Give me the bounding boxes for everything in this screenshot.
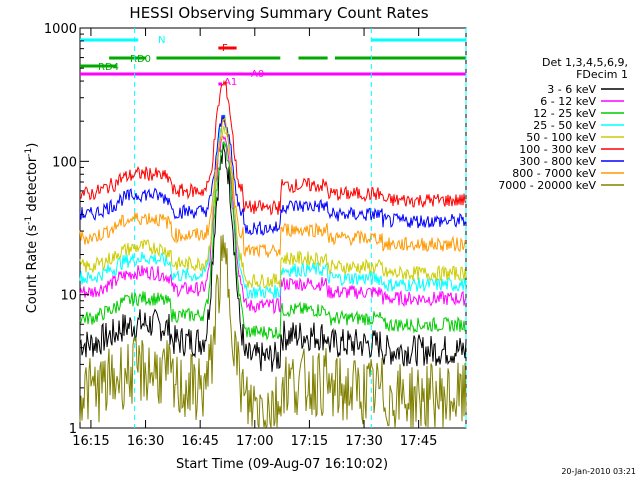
series-lines	[79, 79, 467, 429]
x-tick-label: 16:15	[72, 434, 109, 449]
series-line	[79, 142, 467, 372]
x-tick-label: 16:30	[127, 434, 164, 449]
x-tick-label: 17:45	[400, 434, 437, 449]
x-tick-label: 16:45	[181, 434, 218, 449]
y-tick-label: 1000	[44, 22, 77, 37]
flag-label: RD0	[130, 54, 151, 65]
legend-title-1: Det 1,3,4,5,6,9,	[542, 56, 628, 69]
legend-label: 800 - 7000 keV	[512, 167, 596, 180]
legend-label: 7000 - 20000 keV	[498, 179, 596, 192]
series-line	[79, 234, 467, 429]
y-label-sup-1: -1	[24, 216, 34, 225]
y-tick-label: 100	[52, 155, 77, 170]
legend-label: 3 - 6 keV	[547, 83, 596, 96]
flag-label: F	[222, 43, 228, 54]
legend-title-2: FDecim 1	[576, 68, 628, 81]
legend-label: 50 - 100 keV	[526, 131, 596, 144]
flag-label: N	[158, 35, 165, 46]
x-axis-ticks: 16:15 16:30 16:45 17:00 17:15 17:30 17:45	[72, 28, 437, 449]
y-label-part-3: )	[25, 143, 40, 148]
y-tick-label: 10	[60, 289, 77, 304]
chart-title: HESSI Observing Summary Count Rates	[129, 4, 428, 22]
y-label-sup-2: -1	[24, 148, 34, 157]
series-line	[79, 116, 467, 258]
flag-label: A0	[251, 69, 264, 80]
legend-label: 6 - 12 keV	[540, 95, 596, 108]
timestamp: 20-Jan-2010 03:21	[561, 467, 636, 476]
legend-label: 100 - 300 keV	[519, 143, 596, 156]
y-label-part-1: Count Rate (s	[25, 225, 40, 314]
legend-label: 25 - 50 keV	[533, 119, 596, 132]
x-axis-label: Start Time (09-Aug-07 16:10:02)	[176, 457, 388, 472]
series-line	[79, 79, 467, 216]
flag-label: RD4	[98, 62, 119, 73]
flag-label: A1	[224, 77, 237, 88]
series-line	[79, 114, 467, 236]
legend-label: 300 - 800 keV	[519, 155, 596, 168]
series-line	[79, 135, 467, 315]
y-axis-ticks: 1 10 100 1000	[44, 22, 89, 437]
series-line	[79, 140, 467, 341]
series-line	[79, 125, 467, 289]
legend-label: 12 - 25 keV	[533, 107, 596, 120]
flag-bars: N F RD0 RD4 A1 A0	[80, 35, 466, 88]
y-axis-label: Count Rate (s-1 detector-1)	[24, 143, 40, 314]
x-tick-label: 17:15	[291, 434, 328, 449]
series-line	[79, 115, 467, 301]
x-tick-label: 17:00	[236, 434, 273, 449]
y-tick-label: 1	[69, 422, 77, 437]
y-label-part-2: detector	[25, 156, 40, 216]
x-tick-label: 17:30	[345, 434, 382, 449]
